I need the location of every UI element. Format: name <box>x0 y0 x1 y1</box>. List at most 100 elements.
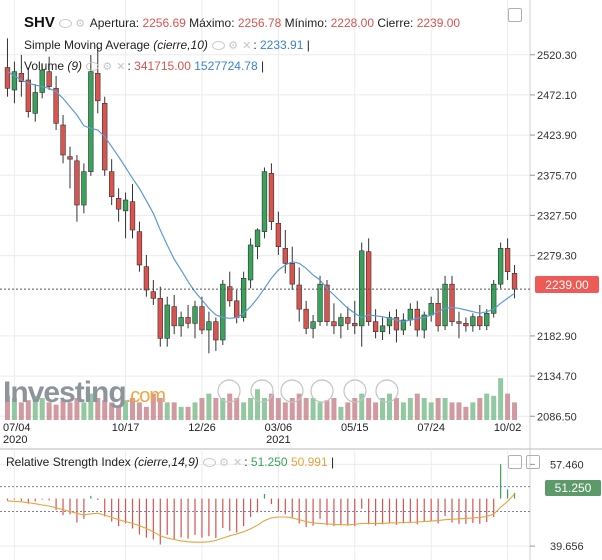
volume-bar <box>324 400 330 420</box>
candle-body <box>456 321 462 324</box>
low-value: 2228.00 <box>330 16 374 30</box>
candle-body <box>115 198 122 210</box>
eye-icon[interactable] <box>203 458 217 468</box>
gear-icon[interactable]: ⚙ <box>219 457 229 469</box>
candle-body <box>324 284 330 322</box>
candle-body <box>60 124 66 156</box>
candle-body <box>435 303 441 327</box>
eye-icon[interactable] <box>59 19 73 29</box>
candle-body <box>32 92 38 114</box>
toolbar-button-3[interactable] <box>310 379 334 403</box>
volume-bar <box>303 398 309 420</box>
volume-label: Volume <box>24 59 65 73</box>
candle-body <box>213 321 219 341</box>
candle-body <box>4 67 11 89</box>
sma-line <box>7 71 515 323</box>
rsi-value-tag-text: 51.250 <box>555 481 592 495</box>
gear-icon[interactable]: ⚙ <box>75 18 86 30</box>
candle-body <box>352 323 358 327</box>
candle-body <box>372 321 379 332</box>
candle-body <box>171 306 177 327</box>
last-price-tag-text: 2239.00 <box>545 278 589 292</box>
volume-bar <box>18 402 24 420</box>
candle-body <box>470 316 476 327</box>
volume-bar <box>129 398 136 420</box>
volume-bar <box>414 393 420 420</box>
candle-body <box>317 283 323 322</box>
high-label: Máximo <box>189 16 232 30</box>
volume-bar <box>498 378 504 420</box>
volume-bar <box>338 406 344 420</box>
volume-bar <box>81 402 87 420</box>
candle-body <box>268 173 275 222</box>
candle-body <box>136 231 143 266</box>
volume-bar <box>393 398 399 420</box>
gear-icon[interactable]: ⚙ <box>102 61 113 73</box>
toolbar-button-1[interactable] <box>250 379 274 403</box>
volume-bar <box>352 398 358 420</box>
candle-body <box>11 71 18 91</box>
rsi-signal-line <box>7 493 515 543</box>
toolbar-button-4[interactable] <box>343 379 367 403</box>
rsi-minimize-button[interactable] <box>508 455 522 469</box>
volume-bar <box>11 398 17 420</box>
toolbar-button-0[interactable] <box>217 379 241 403</box>
time-tick-label: 07/04 <box>3 422 31 434</box>
rsi-legend: Relative Strength Index (cierre,14,9) ⚙ ✕… <box>6 455 335 469</box>
volume-bar <box>442 398 448 420</box>
eye-icon[interactable] <box>86 62 100 72</box>
candle-body <box>46 71 52 87</box>
volume-bar <box>171 402 177 420</box>
volume-bar <box>109 402 115 420</box>
price-axis-labels: 2520.30 2472.10 2423.90 2375.70 2327.50 2279.… <box>530 50 577 423</box>
close-icon[interactable]: ✕ <box>233 457 243 469</box>
candle-body <box>449 283 455 322</box>
price-tick-label: 2375.70 <box>537 170 577 182</box>
volume-bar <box>4 395 10 420</box>
volume-bar <box>46 402 52 420</box>
rsi-grid <box>0 449 531 560</box>
gear-icon[interactable]: ⚙ <box>228 40 239 52</box>
candle-body <box>164 304 170 339</box>
volume-bar <box>74 398 80 420</box>
volume-bar <box>241 402 247 420</box>
candle-body <box>18 73 25 82</box>
volume-bar <box>380 398 386 420</box>
volume-bars <box>4 378 518 420</box>
volume-bar <box>39 398 45 420</box>
rsi-label: Relative Strength Index <box>6 455 131 469</box>
volume-bar <box>289 398 295 420</box>
volume-bar <box>317 402 323 420</box>
close-icon[interactable]: ✕ <box>116 61 126 73</box>
rsi-maximize-button[interactable] <box>526 455 540 469</box>
candle-body <box>338 317 344 327</box>
eye-icon[interactable] <box>212 41 226 51</box>
chart-toolbar[interactable] <box>217 379 399 403</box>
volume-bar <box>255 389 261 420</box>
close-icon[interactable]: ✕ <box>242 40 252 52</box>
volume-bar <box>477 398 483 420</box>
volume-bar <box>199 398 205 420</box>
candle-body <box>261 171 268 232</box>
toolbar-button-2[interactable] <box>280 379 304 403</box>
candle-body <box>400 319 407 331</box>
toolbar-button-5[interactable] <box>375 379 399 403</box>
volume-bar <box>463 406 469 420</box>
volume-bar <box>116 406 122 420</box>
volume-bar <box>373 402 379 420</box>
candle-body <box>407 308 413 321</box>
time-tick-label: 10/17 <box>112 422 140 434</box>
volume-bar <box>505 393 511 420</box>
rsi-value-tag: 51.250 <box>545 480 601 496</box>
price-tick-label: 2086.50 <box>537 411 577 423</box>
price-tick-label: 2134.70 <box>537 371 577 383</box>
volume-bar <box>220 398 226 420</box>
minimize-button[interactable] <box>508 8 522 22</box>
symbol-label: SHV <box>24 14 55 31</box>
sma-params: (cierre,10) <box>153 38 208 52</box>
rsi-tick-label: 57.460 <box>550 459 584 471</box>
low-label: Mínimo <box>284 16 324 30</box>
rsi-signal-value: 50.991 <box>290 455 328 469</box>
volume-bar <box>435 398 441 420</box>
